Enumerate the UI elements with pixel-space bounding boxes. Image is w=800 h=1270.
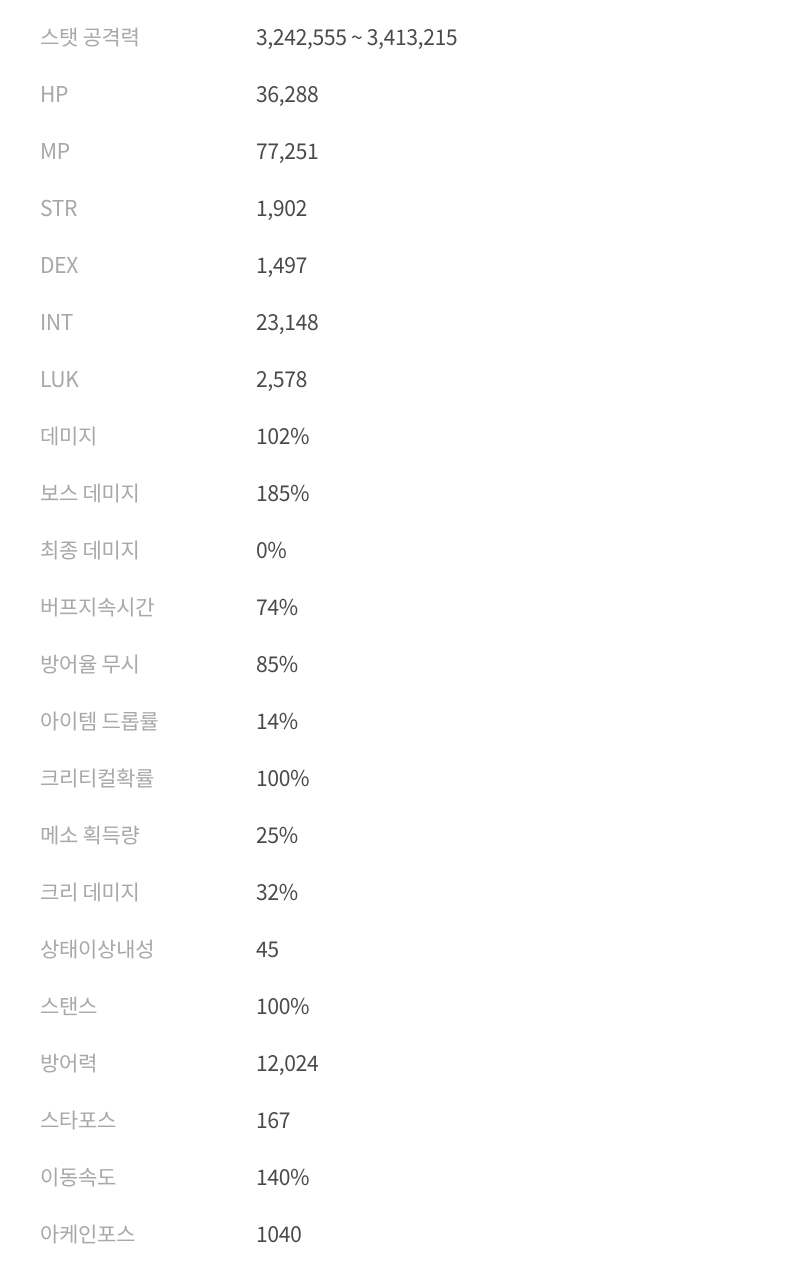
stat-row: LUK 2,578 <box>40 350 760 407</box>
stat-label: 방어율 무시 <box>40 649 256 679</box>
stat-label: 크리 데미지 <box>40 877 256 907</box>
stat-label: 데미지 <box>40 421 256 451</box>
stat-value: 85% <box>256 649 298 679</box>
stat-label: 버프지속시간 <box>40 592 256 622</box>
stat-row: INT 23,148 <box>40 293 760 350</box>
stat-row: 방어력 12,024 <box>40 1034 760 1091</box>
stat-label: HP <box>40 79 256 109</box>
stat-label: 스타포스 <box>40 1105 256 1135</box>
stat-label: 상태이상내성 <box>40 934 256 964</box>
stat-row: 상태이상내성 45 <box>40 920 760 977</box>
stat-label: 보스 데미지 <box>40 478 256 508</box>
stat-value: 32% <box>256 877 298 907</box>
stat-row: MP 77,251 <box>40 122 760 179</box>
stat-row: 아이템 드롭률 14% <box>40 692 760 749</box>
stat-label: 스탯 공격력 <box>40 22 256 52</box>
stat-value: 74% <box>256 592 298 622</box>
stat-label: 최종 데미지 <box>40 535 256 565</box>
stats-table: 스탯 공격력 3,242,555 ~ 3,413,215 HP 36,288 M… <box>40 8 760 1262</box>
stat-label: MP <box>40 136 256 166</box>
stat-label: 크리티컬확률 <box>40 763 256 793</box>
stat-value: 12,024 <box>256 1048 318 1078</box>
stat-label: INT <box>40 307 256 337</box>
stat-row: 스타포스 167 <box>40 1091 760 1148</box>
stat-value: 0% <box>256 535 286 565</box>
stat-label: STR <box>40 193 256 223</box>
stat-value: 45 <box>256 934 279 964</box>
stat-row: 데미지 102% <box>40 407 760 464</box>
stat-value: 1,902 <box>256 193 307 223</box>
stat-label: DEX <box>40 250 256 280</box>
stat-row: STR 1,902 <box>40 179 760 236</box>
stat-value: 23,148 <box>256 307 318 337</box>
stat-value: 167 <box>256 1105 290 1135</box>
stat-row: 스탠스 100% <box>40 977 760 1034</box>
stat-row: 최종 데미지 0% <box>40 521 760 578</box>
stat-row: 버프지속시간 74% <box>40 578 760 635</box>
stat-label: 아이템 드롭률 <box>40 706 256 736</box>
stat-row: 보스 데미지 185% <box>40 464 760 521</box>
stat-label: 아케인포스 <box>40 1219 256 1249</box>
stat-label: 방어력 <box>40 1048 256 1078</box>
stat-value: 2,578 <box>256 364 307 394</box>
stat-row: 메소 획득량 25% <box>40 806 760 863</box>
stat-label: 스탠스 <box>40 991 256 1021</box>
stat-value: 185% <box>256 478 309 508</box>
stat-label: 이동속도 <box>40 1162 256 1192</box>
stat-value: 140% <box>256 1162 309 1192</box>
stat-row: 방어율 무시 85% <box>40 635 760 692</box>
stat-row: 이동속도 140% <box>40 1148 760 1205</box>
stat-value: 3,242,555 ~ 3,413,215 <box>256 22 457 52</box>
stat-value: 1040 <box>256 1219 301 1249</box>
stat-value: 25% <box>256 820 298 850</box>
stat-value: 100% <box>256 991 309 1021</box>
stat-value: 14% <box>256 706 298 736</box>
stat-row: 스탯 공격력 3,242,555 ~ 3,413,215 <box>40 8 760 65</box>
stat-row: 아케인포스 1040 <box>40 1205 760 1262</box>
stat-row: DEX 1,497 <box>40 236 760 293</box>
stat-value: 1,497 <box>256 250 307 280</box>
stat-value: 102% <box>256 421 309 451</box>
stat-value: 100% <box>256 763 309 793</box>
stat-value: 77,251 <box>256 136 318 166</box>
stat-row: 크리티컬확률 100% <box>40 749 760 806</box>
stat-label: 메소 획득량 <box>40 820 256 850</box>
stat-value: 36,288 <box>256 79 318 109</box>
stat-row: HP 36,288 <box>40 65 760 122</box>
stat-label: LUK <box>40 364 256 394</box>
stat-row: 크리 데미지 32% <box>40 863 760 920</box>
